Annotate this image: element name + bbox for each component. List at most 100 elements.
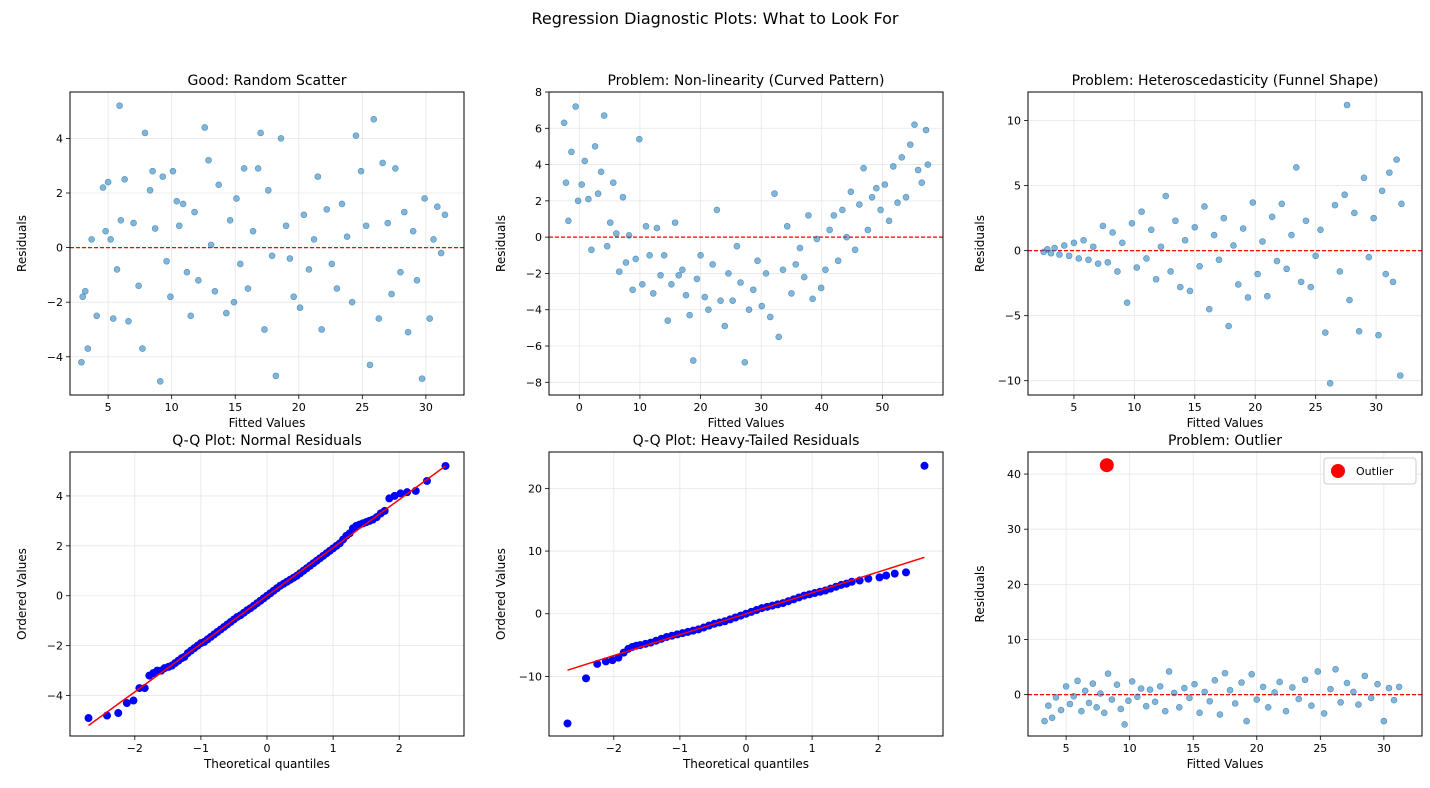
- data-point: [261, 326, 268, 333]
- data-point: [122, 699, 131, 708]
- data-point: [1248, 670, 1255, 678]
- data-point: [697, 251, 704, 259]
- y-tick-label: 10: [1007, 115, 1021, 128]
- axes-frame: [1027, 91, 1423, 396]
- data-point: [1113, 681, 1121, 689]
- data-point: [215, 181, 223, 189]
- data-point: [343, 233, 351, 240]
- data-point: [762, 270, 770, 277]
- x-tick-label: −2: [606, 742, 622, 755]
- x-tick-label: 2: [875, 742, 882, 755]
- data-point: [1244, 294, 1252, 301]
- data-point: [1278, 200, 1286, 208]
- x-axis-label: Theoretical quantiles: [203, 757, 330, 771]
- data-point: [881, 181, 889, 188]
- chart-panel-curved-pattern: 0 10 20 30 40 50 −8 −6 −4 −2 0 2 4 6 8 Problem: Non-lin…: [494, 73, 944, 430]
- data-point: [622, 259, 630, 266]
- x-tick-label: 0: [743, 742, 750, 755]
- data-point: [1239, 225, 1247, 232]
- data-point: [296, 304, 304, 311]
- data-point: [84, 345, 92, 352]
- y-tick-label: 0: [56, 590, 63, 603]
- data-point: [237, 260, 244, 268]
- data-point: [403, 488, 412, 497]
- data-point: [701, 293, 709, 301]
- y-tick-label: −4: [47, 690, 63, 703]
- data-point: [1041, 717, 1048, 725]
- data-point: [233, 195, 240, 202]
- data-point: [146, 186, 154, 194]
- data-point: [426, 315, 433, 322]
- data-point: [729, 297, 736, 304]
- data-point: [366, 361, 374, 369]
- data-point: [616, 268, 623, 275]
- data-point: [441, 211, 449, 219]
- data-point: [1336, 268, 1344, 275]
- data-point: [1048, 714, 1056, 722]
- data-point: [1196, 262, 1203, 270]
- data-point: [588, 246, 595, 254]
- qq-reference-line: [88, 465, 446, 727]
- data-point: [560, 119, 568, 127]
- legend-marker: [1331, 464, 1345, 478]
- data-point: [713, 206, 721, 214]
- y-axis-label: Ordered Values: [494, 548, 508, 640]
- data-point: [1395, 683, 1403, 691]
- x-tick-label: 40: [815, 401, 829, 414]
- data-point: [1326, 379, 1334, 387]
- data-point: [1181, 236, 1189, 244]
- y-tick-label: 4: [56, 132, 63, 145]
- data-point: [775, 333, 783, 341]
- data-point: [1047, 249, 1055, 257]
- x-tick-label: 30: [1369, 401, 1383, 414]
- data-point: [856, 201, 863, 208]
- data-point: [568, 148, 575, 156]
- data-point: [1331, 201, 1339, 209]
- data-point: [629, 286, 636, 294]
- data-point: [156, 378, 164, 385]
- data-point: [1191, 223, 1199, 231]
- x-tick-label: 30: [1377, 742, 1391, 755]
- figure-title: Regression Diagnostic Plots: What to Loo…: [532, 9, 899, 28]
- data-point: [195, 277, 202, 284]
- data-point: [93, 312, 100, 320]
- data-point: [1125, 697, 1132, 705]
- data-point: [1089, 243, 1097, 251]
- data-point: [179, 200, 187, 208]
- data-point: [1181, 684, 1188, 692]
- x-tick-label: 0: [264, 742, 271, 755]
- data-point: [1167, 268, 1174, 275]
- data-point: [660, 251, 668, 259]
- y-tick-label: 4: [535, 159, 542, 172]
- data-point: [600, 112, 608, 119]
- data-point: [686, 311, 693, 319]
- data-point: [1118, 239, 1126, 247]
- data-point: [404, 328, 412, 336]
- data-point: [141, 129, 149, 137]
- chart-panel-random-scatter: 5 10 15 20 25 30 −4 −2 0 2 4 Good: Random Scatter Fi…: [15, 73, 465, 430]
- x-axis-label: Fitted Values: [1187, 416, 1264, 430]
- data-point: [1355, 701, 1362, 708]
- data-point: [745, 306, 753, 314]
- data-point: [249, 227, 257, 235]
- data-point: [918, 179, 926, 187]
- data-point: [817, 284, 825, 292]
- y-tick-label: 5: [1014, 180, 1021, 193]
- y-tick-label: −6: [526, 340, 542, 353]
- data-point: [1367, 694, 1375, 702]
- data-point: [591, 143, 599, 150]
- y-tick-label: 0: [56, 242, 63, 255]
- data-point: [1380, 717, 1388, 725]
- data-point: [1134, 693, 1141, 701]
- data-point: [183, 268, 191, 276]
- data-point: [99, 184, 107, 191]
- data-point: [1337, 699, 1344, 706]
- data-point: [370, 115, 378, 123]
- data-point: [257, 129, 264, 137]
- data-point: [612, 230, 620, 237]
- data-point: [1375, 331, 1382, 339]
- data-point: [1099, 222, 1107, 230]
- data-point: [1175, 704, 1183, 711]
- data-point: [1230, 242, 1237, 249]
- data-point: [1370, 214, 1377, 222]
